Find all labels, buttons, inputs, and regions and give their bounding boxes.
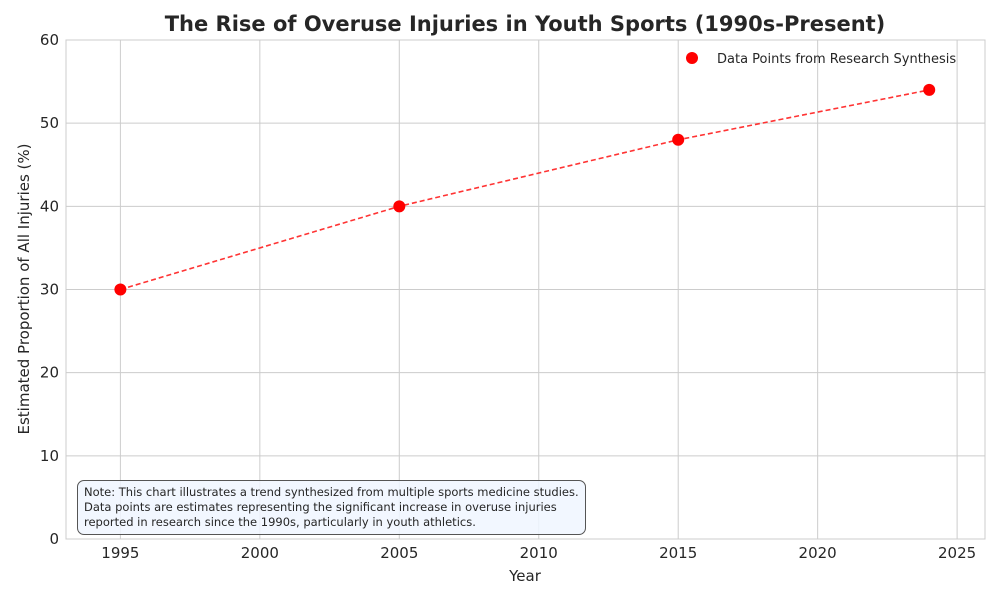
y-axis-label: Estimated Proportion of All Injuries (%)	[15, 143, 33, 434]
trend-line	[120, 89, 930, 291]
x-tick-label: 2015	[659, 544, 697, 562]
data-point	[393, 200, 406, 213]
x-axis-label: Year	[508, 567, 542, 585]
y-tick-label: 0	[49, 530, 59, 548]
ticks: 1995 2000 2005 2010 2015 2020 2025 0 10 20 30 40 50 6…	[40, 31, 976, 562]
x-tick-label: 2025	[938, 544, 976, 562]
y-tick-label: 10	[40, 447, 59, 465]
y-tick-label: 20	[40, 364, 59, 382]
y-tick-label: 40	[40, 197, 59, 215]
y-tick-label: 50	[40, 114, 59, 132]
x-tick-label: 2005	[380, 544, 418, 562]
series-marks	[114, 83, 936, 296]
data-point	[114, 283, 127, 296]
data-point	[672, 133, 685, 146]
plot-area-frame	[65, 39, 986, 540]
y-tick-label: 60	[40, 31, 59, 49]
legend-marker	[686, 52, 698, 64]
x-tick-label: 2010	[520, 544, 558, 562]
y-tick-label: 30	[40, 281, 59, 299]
x-tick-label: 2000	[241, 544, 279, 562]
data-point	[923, 83, 936, 96]
chart-title: The Rise of Overuse Injuries in Youth Sp…	[165, 12, 886, 36]
legend: Data Points from Research Synthesis	[686, 52, 956, 67]
x-tick-label: 2020	[799, 544, 837, 562]
grid	[66, 39, 985, 540]
legend-label: Data Points from Research Synthesis	[717, 52, 956, 67]
annotation-note: Note: This chart illustrates a trend syn…	[77, 480, 586, 535]
x-tick-label: 1995	[101, 544, 139, 562]
